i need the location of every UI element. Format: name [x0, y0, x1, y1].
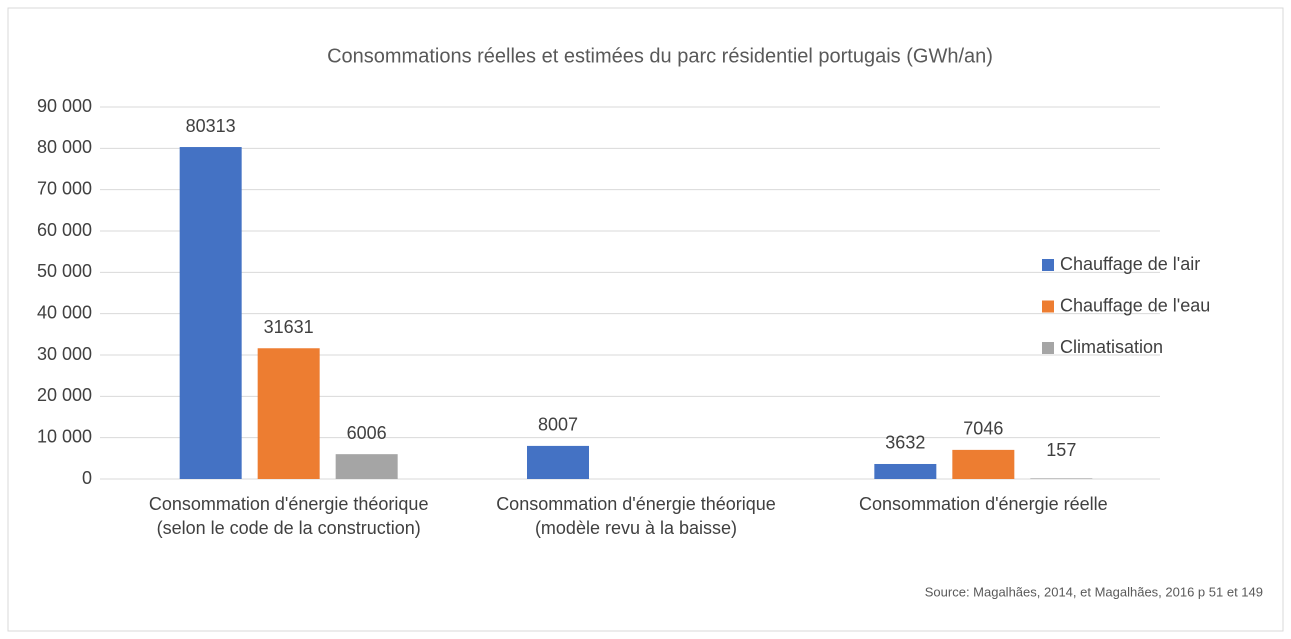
legend-label: Chauffage de l'eau — [1060, 295, 1210, 315]
chart-title: Consommations réelles et estimées du par… — [327, 45, 993, 67]
source-note: Source: Magalhães, 2014, et Magalhães, 2… — [925, 584, 1263, 599]
y-tick-label: 70 000 — [37, 178, 92, 198]
x-tick-label: Consommation d'énergie théorique (selon … — [148, 494, 429, 538]
value-label: 7046 — [963, 419, 1003, 439]
value-label: 157 — [1046, 440, 1076, 460]
y-tick-label: 60 000 — [37, 220, 92, 240]
legend-swatch — [1042, 259, 1054, 271]
y-tick-label: 80 000 — [37, 137, 92, 157]
bar — [257, 348, 320, 479]
y-tick-label: 50 000 — [37, 261, 92, 281]
legend-swatch — [1042, 342, 1054, 354]
y-tick-label: 90 000 — [37, 96, 92, 116]
bar — [527, 445, 589, 479]
bar — [874, 463, 937, 479]
legend-label: Climatisation — [1060, 337, 1163, 357]
x-tick-label: Consommation d'énergie théorique (modèle… — [496, 494, 776, 538]
bar — [179, 147, 242, 479]
bar — [1030, 478, 1093, 479]
value-label: 80313 — [186, 116, 236, 136]
legend-label: Chauffage de l'air — [1060, 254, 1200, 274]
value-label: 8007 — [538, 415, 578, 435]
y-tick-label: 0 — [82, 468, 92, 488]
value-label: 6006 — [347, 423, 387, 443]
bar — [335, 454, 398, 479]
y-tick-label: 20 000 — [37, 385, 92, 405]
y-tick-label: 40 000 — [37, 302, 92, 322]
y-tick-label: 30 000 — [37, 344, 92, 364]
legend-swatch — [1042, 300, 1054, 313]
x-tick-label: Consommation d'énergie réelle — [859, 494, 1108, 514]
value-label: 31631 — [264, 317, 314, 337]
value-label: 3632 — [885, 433, 925, 453]
y-tick-label: 10 000 — [37, 426, 92, 446]
bar — [952, 449, 1015, 479]
